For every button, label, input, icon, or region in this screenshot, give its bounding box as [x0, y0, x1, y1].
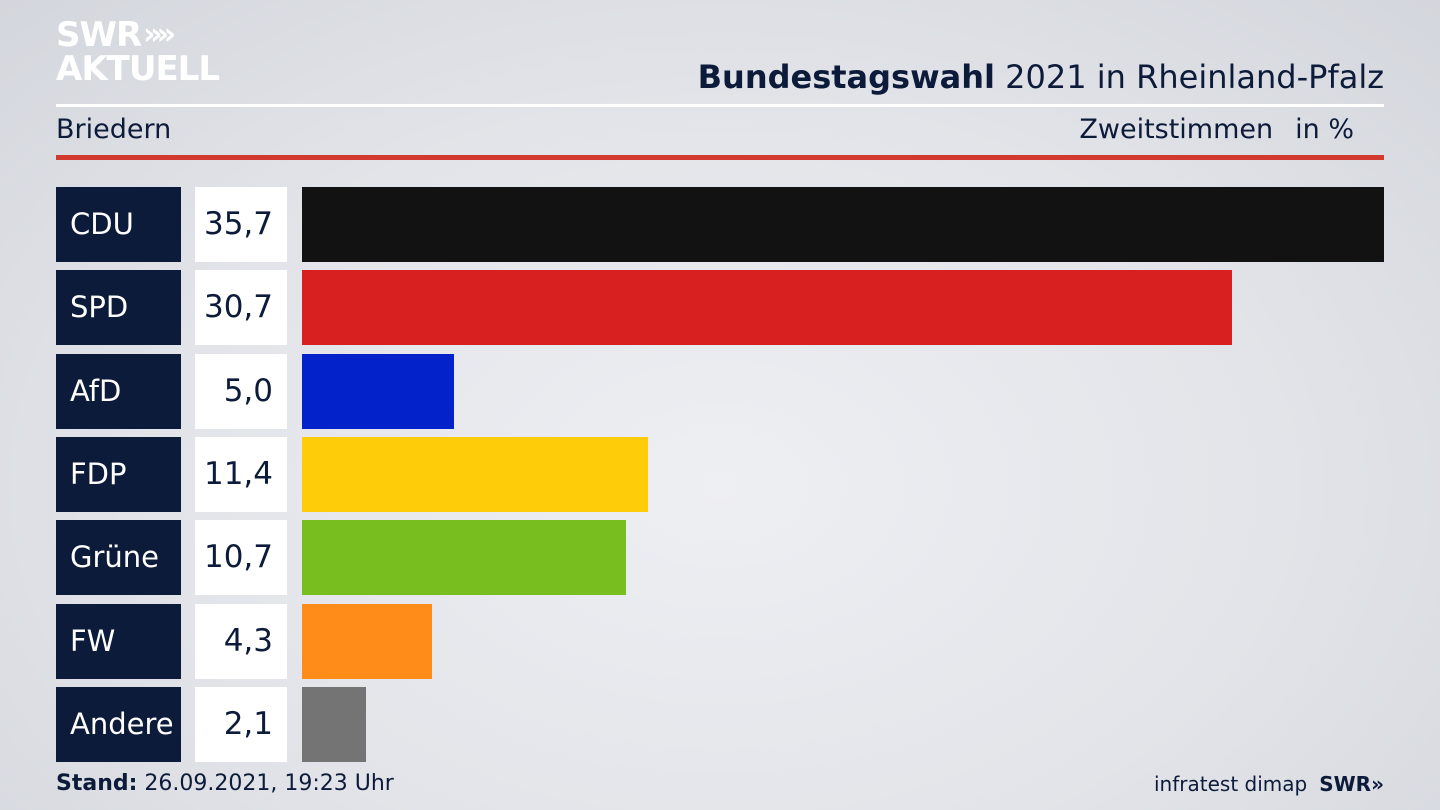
- value-label: 30,7: [195, 270, 287, 346]
- value-label: 35,7: [195, 187, 287, 262]
- bar-spd: [302, 270, 1233, 346]
- logo-chevron-icon-2: »: [156, 17, 177, 52]
- bar-row-andere: Andere 2,1: [56, 686, 1384, 762]
- source-credit: infratest dimap SWR»: [1154, 772, 1384, 796]
- value-label: 2,1: [195, 686, 287, 762]
- bar-row-grüne: Grüne 10,7: [56, 520, 1384, 596]
- value-label: 11,4: [195, 436, 287, 512]
- bar-row-cdu: CDU 35,7: [56, 187, 1384, 262]
- chart-title-rest: 2021 in Rheinland-Pfalz: [995, 58, 1384, 96]
- timestamp: Stand: 26.09.2021, 19:23 Uhr: [56, 771, 394, 796]
- party-label: SPD: [56, 270, 181, 346]
- bar-afd: [302, 353, 454, 429]
- bar-grüne: [302, 520, 627, 596]
- bar-row-spd: SPD 30,7: [56, 270, 1384, 346]
- header-divider: [56, 104, 1384, 107]
- bar-row-fw: FW 4,3: [56, 603, 1384, 679]
- party-label: Andere: [56, 686, 181, 762]
- timestamp-label: Stand:: [56, 771, 138, 796]
- party-label: Grüne: [56, 520, 181, 596]
- value-label: 5,0: [195, 353, 287, 429]
- value-label: 10,7: [195, 520, 287, 596]
- logo-chevron-icon: »: [143, 17, 163, 52]
- party-label: FW: [56, 603, 181, 679]
- logo-line2: AKTUELL: [56, 49, 220, 89]
- party-label: CDU: [56, 187, 181, 262]
- timestamp-value: 26.09.2021, 19:23 Uhr: [137, 771, 394, 796]
- chart-title: Bundestagswahl 2021 in Rheinland-Pfalz: [698, 58, 1384, 96]
- party-label: FDP: [56, 436, 181, 512]
- source-name: infratest dimap: [1154, 772, 1308, 796]
- bar-fw: [302, 603, 433, 679]
- value-label: 4,3: [195, 603, 287, 679]
- bar-row-afd: AfD 5,0: [56, 353, 1384, 429]
- metric-name: Zweitstimmen: [1079, 114, 1274, 145]
- metric-unit: in %: [1295, 114, 1354, 145]
- bar-andere: [302, 686, 366, 762]
- bar-cdu: [302, 187, 1384, 262]
- footer-swr-logo: SWR»: [1319, 772, 1384, 796]
- bar-row-fdp: FDP 11,4: [56, 436, 1384, 512]
- logo-line1: SWR: [56, 15, 142, 55]
- subheader-divider: [56, 155, 1384, 160]
- chart-title-bold: Bundestagswahl: [697, 58, 995, 96]
- party-label: AfD: [56, 353, 181, 429]
- swr-aktuell-logo: SWR»» AKTUELL: [56, 15, 220, 89]
- bar-fdp: [302, 436, 648, 512]
- metric-label: Zweitstimmen in %: [1079, 114, 1354, 145]
- region-name: Briedern: [56, 114, 172, 145]
